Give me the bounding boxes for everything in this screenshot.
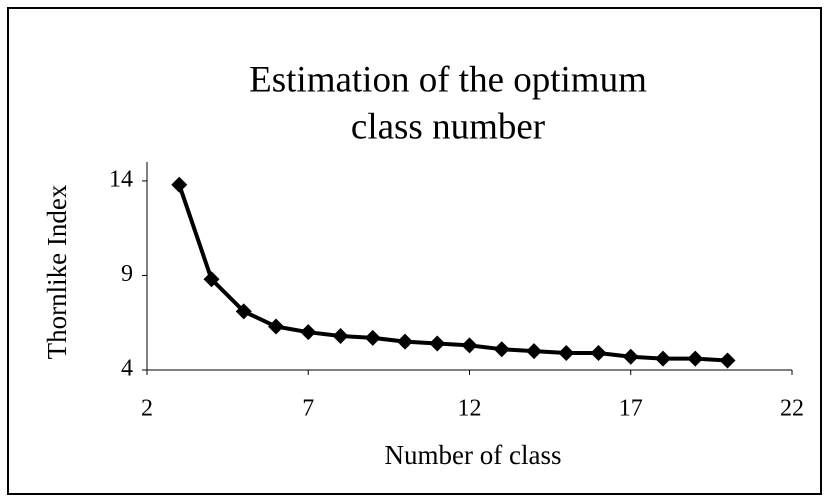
- data-point: [397, 333, 413, 350]
- data-point: [171, 176, 188, 193]
- data-point: [268, 318, 284, 335]
- data-point: [655, 350, 671, 367]
- data-point: [622, 348, 639, 365]
- data-point: [590, 344, 607, 361]
- data-point: [493, 341, 510, 358]
- data-point: [235, 303, 252, 320]
- x-tick-label: 7: [302, 396, 314, 422]
- x-tick-label: 17: [619, 396, 643, 422]
- data-point: [558, 344, 575, 361]
- y-tick-label: 4: [121, 356, 133, 382]
- data-point: [526, 343, 542, 360]
- data-point: [461, 337, 478, 354]
- data-point: [300, 324, 317, 341]
- data-point: [719, 352, 736, 369]
- y-axis-label: Thornlike Index: [42, 184, 72, 359]
- data-point: [203, 271, 220, 288]
- chart-frame: [7, 7, 822, 495]
- x-axis-label: Number of class: [385, 440, 562, 470]
- y-tick-label: 14: [109, 166, 133, 192]
- x-tick-label: 12: [458, 396, 482, 422]
- x-tick-label: 22: [780, 396, 804, 422]
- chart-title: Estimation of the optimum: [249, 59, 647, 100]
- data-point: [429, 335, 446, 352]
- chart-title: class number: [351, 106, 545, 147]
- y-tick-label: 9: [121, 261, 133, 287]
- data-point: [364, 329, 381, 346]
- data-point: [332, 327, 349, 344]
- x-tick-label: 2: [141, 396, 153, 422]
- data-point: [687, 350, 704, 367]
